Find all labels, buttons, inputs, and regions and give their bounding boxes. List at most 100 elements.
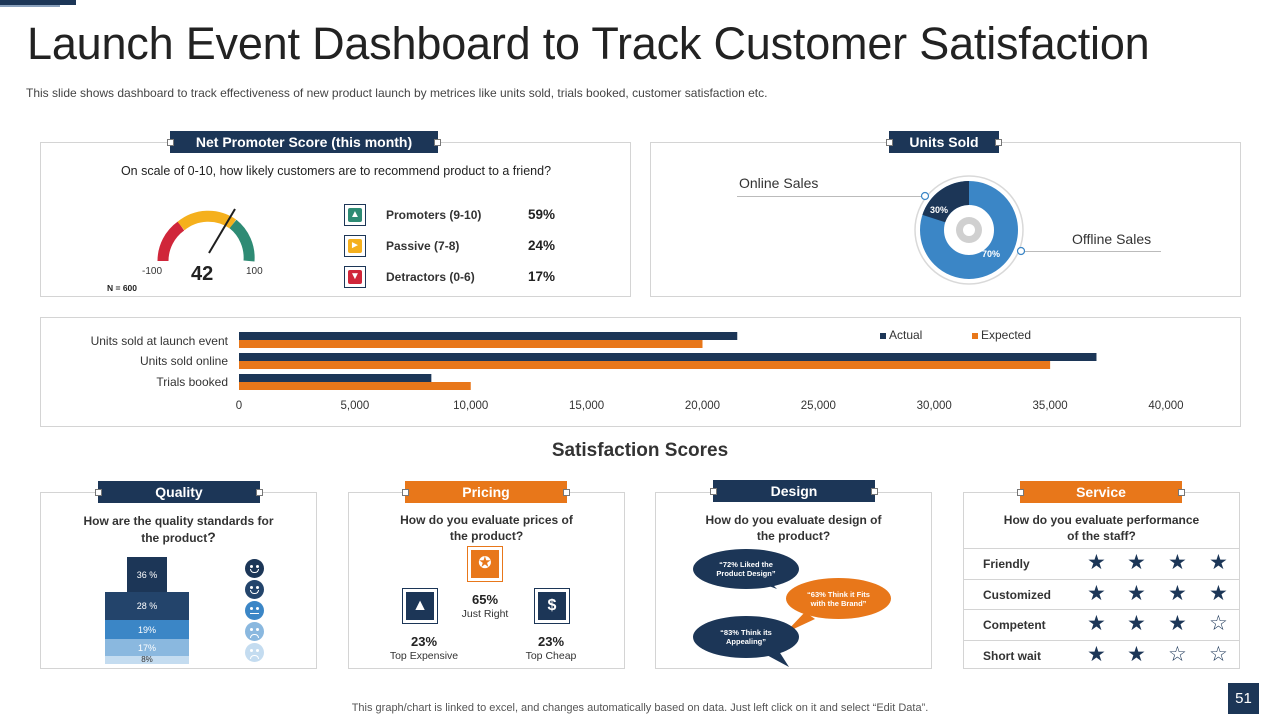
filled-star-icon: ★ xyxy=(1127,642,1146,666)
service-question: How do you evaluate performance of the s… xyxy=(963,512,1240,544)
top-accent-tail xyxy=(0,5,60,7)
units-sold-panel: Online Sales Offline Sales 30% 70% xyxy=(650,142,1241,297)
nps-row-pct: 17% xyxy=(528,269,556,284)
nps-row-pct: 59% xyxy=(528,207,556,222)
legend-expected: Expected xyxy=(972,328,1031,342)
online-leader-line xyxy=(737,196,923,197)
design-bubble-2: “63% Think it Fits with the Brand” xyxy=(786,578,891,619)
dollar-icon: $ xyxy=(538,592,566,620)
filled-star-icon: ★ xyxy=(1168,612,1187,635)
x-tick-label: 5,000 xyxy=(340,400,370,412)
thumbs-up-icon: ▲ xyxy=(344,204,366,226)
quality-segment: 17% xyxy=(105,639,189,656)
nps-row-pct: 24% xyxy=(528,238,556,253)
offline-pct-label: 70% xyxy=(982,249,1001,259)
nps-panel: On scale of 0-10, how likely customers a… xyxy=(40,142,631,297)
bar-expected-2 xyxy=(239,382,471,390)
expensive-icon-box: ▲ xyxy=(402,588,438,624)
filled-star-icon: ★ xyxy=(1127,581,1146,605)
bar-category-label: Units sold at launch event xyxy=(90,334,228,348)
bar-category-label: Trials booked xyxy=(156,375,228,389)
service-question-line1: How do you evaluate performance xyxy=(1003,513,1200,527)
design-bubble-1: “72% Liked the Product Design” xyxy=(693,549,799,589)
nps-row-label: Detractors (0-6) xyxy=(386,270,475,284)
online-sales-label: Online Sales xyxy=(739,175,819,191)
x-tick-label: 0 xyxy=(235,400,243,412)
legend-actual: Actual xyxy=(880,328,922,342)
filled-star-icon: ★ xyxy=(1168,581,1187,605)
service-tag: Service xyxy=(1017,481,1185,503)
design-question-line2: the product? xyxy=(756,529,831,543)
bar-actual-0 xyxy=(239,332,738,340)
service-row: Short wait ★ ★ ☆ ☆ xyxy=(963,639,1240,670)
money-bag-icon: ▲ xyxy=(406,592,434,620)
x-tick-label: 40,000 xyxy=(1148,400,1184,412)
pricing-question-line2: the product? xyxy=(449,529,524,543)
thumbs-down-icon: ▼ xyxy=(344,266,366,288)
quality-segment: 36 % xyxy=(127,557,167,592)
filled-star-icon: ★ xyxy=(1209,551,1228,574)
empty-star-icon: ☆ xyxy=(1209,642,1228,666)
cheap-icon-box: $ xyxy=(534,588,570,624)
service-row: Competent ★ ★ ★ ☆ xyxy=(963,609,1240,639)
units-donut-chart xyxy=(914,175,1025,285)
units-bar-chart xyxy=(239,332,1097,390)
bar-actual-2 xyxy=(239,374,432,382)
page-number: 51 xyxy=(1228,683,1259,714)
unhappy-face-icon xyxy=(245,622,264,641)
legend-actual-label: Actual xyxy=(889,328,923,342)
design-question-line1: How do you evaluate design of xyxy=(705,513,882,527)
filled-star-icon: ★ xyxy=(1087,642,1106,666)
x-tick-label: 20,000 xyxy=(684,400,721,412)
pricing-tag: Pricing xyxy=(402,481,570,503)
service-row-label: Competent xyxy=(983,618,1046,632)
legend-expected-label: Expected xyxy=(981,328,1032,342)
x-tick-label: 35,000 xyxy=(1032,400,1068,412)
bar-actual-1 xyxy=(239,353,1097,361)
offline-leader-line xyxy=(1023,251,1161,252)
nps-row-detractors: ▼ Detractors (0-6) 17% xyxy=(344,266,584,288)
service-row: Customized ★ ★ ★ ★ xyxy=(963,578,1240,609)
quality-question-mark: ? xyxy=(207,529,216,545)
x-tick-label: 30,000 xyxy=(916,400,952,412)
quality-segment: 8% xyxy=(105,655,189,664)
gauge-max-label: 100 xyxy=(246,266,263,277)
quality-segment: 19% xyxy=(105,620,189,639)
award-icon: ✪ xyxy=(471,550,499,578)
sample-size: N = 600 xyxy=(107,283,138,293)
service-row-label: Short wait xyxy=(983,648,1042,663)
gauge-min-label: -100 xyxy=(142,266,163,277)
page-title: Launch Event Dashboard to Track Customer… xyxy=(27,18,1150,69)
sad-face-icon xyxy=(245,643,264,662)
footer-note: This graph/chart is linked to excel, and… xyxy=(351,702,929,714)
pricing-right-pct: 23% xyxy=(537,634,565,649)
pricing-question-line1: How do you evaluate prices of xyxy=(400,513,573,527)
pricing-panel xyxy=(348,492,625,669)
quality-question-line2-wrap: the product? xyxy=(40,529,317,546)
x-tick-label: 25,000 xyxy=(800,400,836,412)
units-sold-tag: Units Sold xyxy=(886,131,1002,153)
filled-star-icon: ★ xyxy=(1209,581,1228,605)
quality-tag: Quality xyxy=(95,481,263,503)
filled-star-icon: ★ xyxy=(1168,551,1187,574)
nps-row-label: Promoters (9-10) xyxy=(386,208,482,222)
award-icon-box: ✪ xyxy=(467,546,503,582)
filled-star-icon: ★ xyxy=(1087,581,1106,605)
x-tick-label: 10,000 xyxy=(453,400,489,412)
quality-question: How are the quality standards for the pr… xyxy=(40,513,317,546)
filled-star-icon: ★ xyxy=(1127,551,1146,574)
offline-sales-label: Offline Sales xyxy=(1072,231,1152,247)
pricing-left-pct: 23% xyxy=(410,634,438,649)
hand-point-icon: ► xyxy=(344,235,366,257)
nps-tag: Net Promoter Score (this month) xyxy=(167,131,441,153)
nps-row-passive: ► Passive (7-8) 24% xyxy=(344,235,584,257)
empty-star-icon: ☆ xyxy=(1168,642,1187,666)
nps-row-promoters: ▲ Promoters (9-10) 59% xyxy=(344,204,584,226)
gauge-promoter-arc xyxy=(229,219,255,262)
service-row-label: Customized xyxy=(983,587,1052,602)
filled-star-icon: ★ xyxy=(1127,612,1146,635)
design-question: How do you evaluate design of the produc… xyxy=(655,512,932,544)
online-pct-label: 30% xyxy=(930,205,949,215)
nps-row-label: Passive (7-8) xyxy=(386,239,460,253)
service-question-line2: of the staff? xyxy=(1067,529,1136,543)
